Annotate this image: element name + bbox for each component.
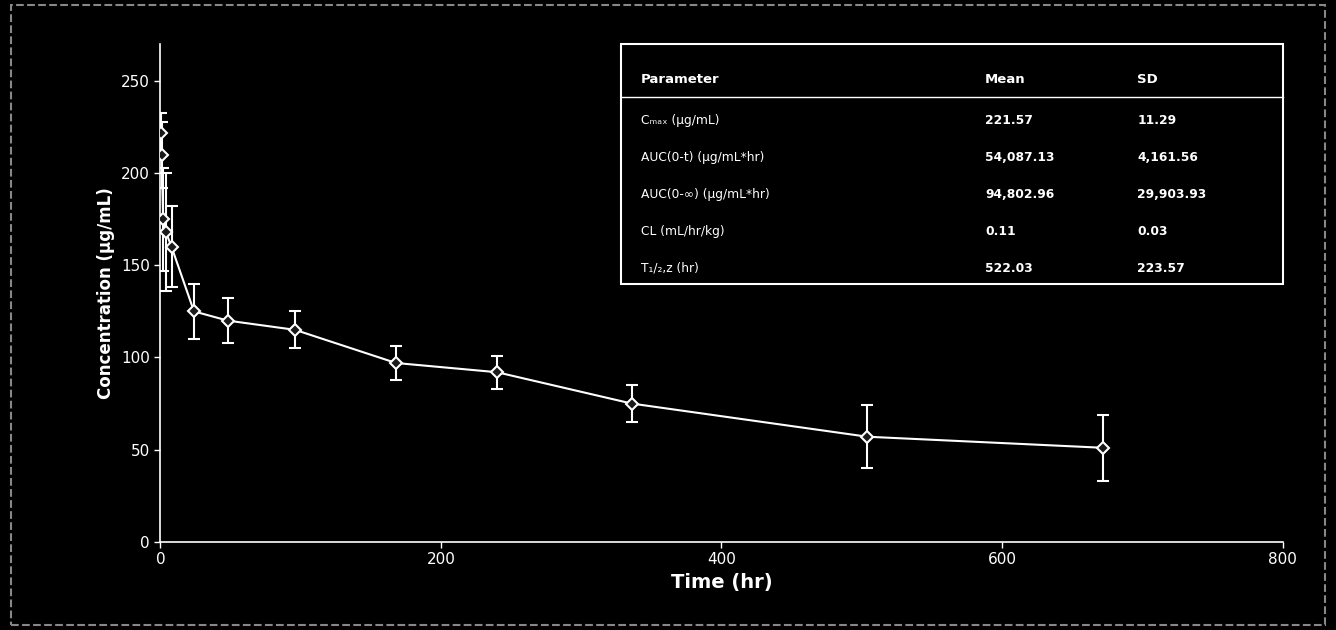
Y-axis label: Concentration (μg/mL): Concentration (μg/mL) (98, 187, 115, 399)
Text: AUC(0-∞) (μg/mL*hr): AUC(0-∞) (μg/mL*hr) (641, 188, 770, 201)
Text: AUC(0-t) (μg/mL*hr): AUC(0-t) (μg/mL*hr) (641, 151, 764, 164)
Text: 522.03: 522.03 (985, 262, 1033, 275)
Text: 4,161.56: 4,161.56 (1137, 151, 1198, 164)
Text: 11.29: 11.29 (1137, 113, 1176, 127)
Text: SD: SD (1137, 73, 1158, 86)
Text: 54,087.13: 54,087.13 (985, 151, 1054, 164)
Text: 94,802.96: 94,802.96 (985, 188, 1054, 201)
Text: 221.57: 221.57 (985, 113, 1033, 127)
Text: T₁/₂,z (hr): T₁/₂,z (hr) (641, 262, 699, 275)
X-axis label: Time (hr): Time (hr) (671, 573, 772, 592)
Text: CL (mL/hr/kg): CL (mL/hr/kg) (641, 225, 724, 238)
Text: 223.57: 223.57 (1137, 262, 1185, 275)
Text: Cₘₐₓ (μg/mL): Cₘₐₓ (μg/mL) (641, 113, 720, 127)
Text: 0.11: 0.11 (985, 225, 1015, 238)
Text: 0.03: 0.03 (1137, 225, 1168, 238)
Text: Parameter: Parameter (641, 73, 720, 86)
Text: 29,903.93: 29,903.93 (1137, 188, 1206, 201)
Text: Mean: Mean (985, 73, 1026, 86)
